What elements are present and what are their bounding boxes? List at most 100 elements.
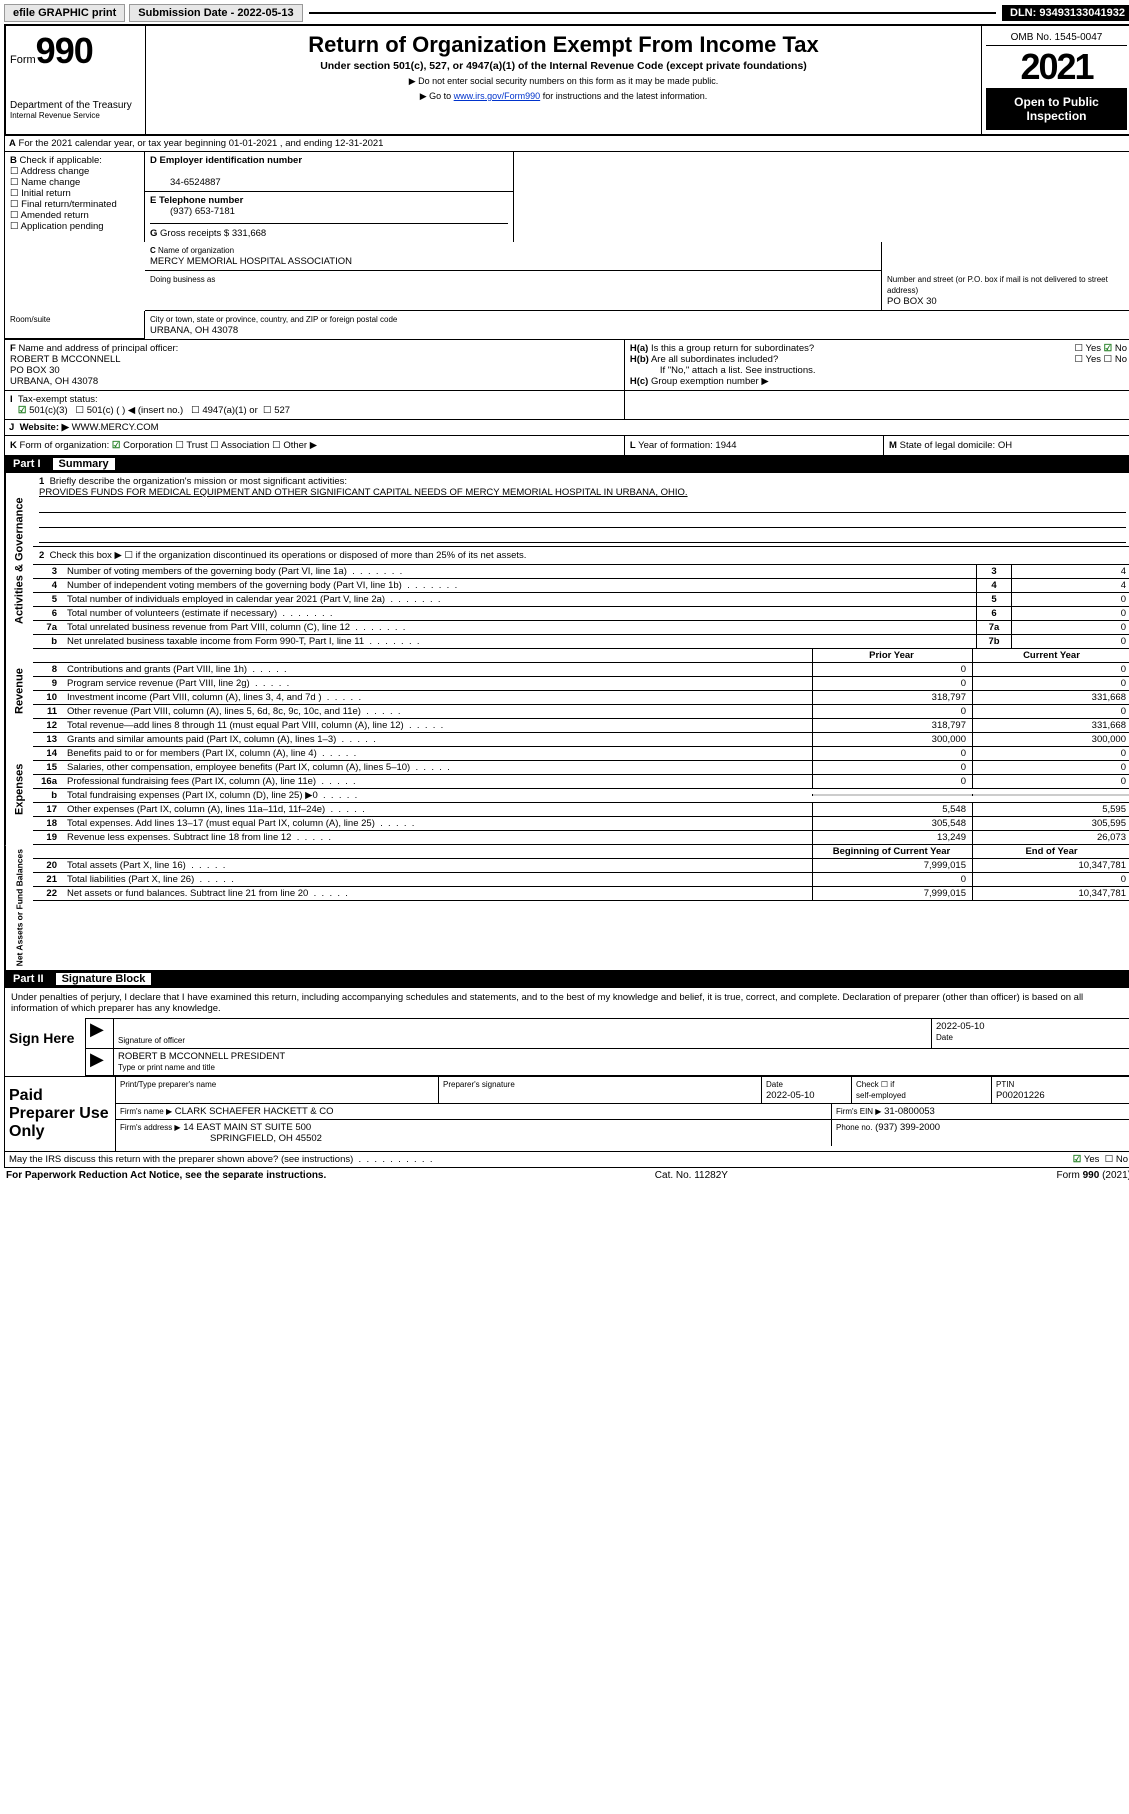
- line-a: A For the 2021 calendar year, or tax yea…: [4, 136, 1129, 152]
- efile-button[interactable]: efile GRAPHIC print: [4, 4, 125, 22]
- addr-block: Number and street (or P.O. box if mail i…: [882, 271, 1129, 311]
- row-f-h: F Name and address of principal officer:…: [4, 340, 1129, 391]
- sig-arrow-icon: ▶: [86, 1019, 114, 1048]
- data-line: 15Salaries, other compensation, employee…: [33, 761, 1129, 775]
- form-left: Form990 Department of the Treasury Inter…: [6, 26, 146, 134]
- sign-here-grid: Sign Here ▶ Signature of officer 2022-05…: [5, 1018, 1129, 1076]
- org-name: MERCY MEMORIAL HOSPITAL ASSOCIATION: [150, 256, 352, 267]
- gov-line: 4Number of independent voting members of…: [33, 579, 1129, 593]
- data-line: 14Benefits paid to or for members (Part …: [33, 747, 1129, 761]
- vtab-expenses: Expenses: [5, 733, 33, 845]
- gov-line: 5Total number of individuals employed in…: [33, 593, 1129, 607]
- year-formation: L Year of formation: 1944: [625, 436, 884, 455]
- gov-line: bNet unrelated business taxable income f…: [33, 635, 1129, 649]
- form-title: Return of Organization Exempt From Incom…: [150, 32, 977, 58]
- sig-arrow-icon: ▶: [86, 1049, 114, 1075]
- chk-app-pending[interactable]: Application pending: [10, 221, 104, 232]
- goto-line: Go to www.irs.gov/Form990 for instructio…: [150, 91, 977, 102]
- data-line: 22Net assets or fund balances. Subtract …: [33, 887, 1129, 901]
- gov-line: 7aTotal unrelated business revenue from …: [33, 621, 1129, 635]
- revenue-lines: Prior Year Current Year 8Contributions a…: [33, 649, 1129, 733]
- signature-block: Under penalties of perjury, I declare th…: [4, 988, 1129, 1077]
- data-line: 17Other expenses (Part IX, column (A), l…: [33, 803, 1129, 817]
- na-header-row: Beginning of Current Year End of Year: [33, 845, 1129, 859]
- vtab-revenue: Revenue: [5, 649, 33, 733]
- phone-value: (937) 653-7181: [150, 206, 235, 217]
- data-line: 18Total expenses. Add lines 13–17 (must …: [33, 817, 1129, 831]
- part-i-body: Activities & Governance 1 Briefly descri…: [4, 473, 1129, 971]
- paid-preparer-label: Paid Preparer Use Only: [5, 1077, 115, 1151]
- chk-address-change[interactable]: Address change: [10, 166, 89, 177]
- form-of-org: K Form of organization: Corporation Trus…: [5, 436, 625, 455]
- data-line: 11Other revenue (Part VIII, column (A), …: [33, 705, 1129, 719]
- form-title-block: Return of Organization Exempt From Incom…: [146, 26, 981, 134]
- preparer-right: Print/Type preparer's name Preparer's si…: [115, 1077, 1129, 1151]
- netasset-lines: Beginning of Current Year End of Year 20…: [33, 845, 1129, 970]
- group-return-block: H(a) Is this a group return for subordin…: [625, 340, 1129, 390]
- omb-number: OMB No. 1545-0047: [986, 30, 1127, 46]
- sign-right: ▶ Signature of officer 2022-05-10Date ▶ …: [85, 1018, 1129, 1076]
- row-i: I Tax-exempt status: 501(c)(3) 501(c) ( …: [4, 391, 1129, 420]
- discuss-yes: Yes: [1073, 1154, 1100, 1165]
- form-number: 990: [36, 30, 93, 71]
- tax-year: 2021: [986, 46, 1127, 89]
- preparer-row-1: Print/Type preparer's name Preparer's si…: [116, 1077, 1129, 1104]
- org-address: PO BOX 30: [887, 296, 937, 307]
- website[interactable]: WWW.MERCY.COM: [72, 422, 159, 433]
- ein-block: D Employer identification number 34-6524…: [145, 152, 514, 191]
- checkbox-column-b: B Check if applicable: Address change Na…: [5, 152, 145, 242]
- governance-lines: 1 Briefly describe the organization's mi…: [33, 473, 1129, 649]
- chk-initial-return[interactable]: Initial return: [10, 188, 71, 199]
- chk-501c3[interactable]: 501(c)(3): [18, 405, 68, 416]
- chk-final-return[interactable]: Final return/terminated: [10, 199, 117, 210]
- tax-status-block: I Tax-exempt status: 501(c)(3) 501(c) ( …: [5, 391, 625, 419]
- preparer-row-2: Firm's name ▶ CLARK SCHAEFER HACKETT & C…: [116, 1104, 1129, 1120]
- data-line: 9Program service revenue (Part VIII, lin…: [33, 677, 1129, 691]
- data-line: 21Total liabilities (Part X, line 26) . …: [33, 873, 1129, 887]
- inspection-badge: Open to Public Inspection: [986, 89, 1127, 130]
- officer-block: F Name and address of principal officer:…: [5, 340, 625, 390]
- perjury-declaration: Under penalties of perjury, I declare th…: [5, 988, 1129, 1018]
- officer-typed: ROBERT B MCCONNELL PRESIDENT: [118, 1051, 285, 1062]
- paid-preparer-block: Paid Preparer Use Only Print/Type prepar…: [4, 1077, 1129, 1152]
- department: Department of the Treasury: [10, 100, 141, 111]
- chk-corp[interactable]: Corporation: [112, 440, 173, 451]
- dln-label: DLN: 93493133041932: [1002, 5, 1129, 21]
- sign-here-label: Sign Here: [5, 1018, 85, 1076]
- form-word: Form: [10, 54, 36, 66]
- state-domicile: M State of legal domicile: OH: [884, 436, 1129, 455]
- city-block: City or town, state or province, country…: [145, 311, 882, 339]
- page-footer: For Paperwork Reduction Act Notice, see …: [4, 1168, 1129, 1183]
- firm-name: CLARK SCHAEFER HACKETT & CO: [175, 1106, 334, 1117]
- org-name-block: C Name of organization MERCY MEMORIAL HO…: [145, 242, 882, 271]
- mission-text: PROVIDES FUNDS FOR MEDICAL EQUIPMENT AND…: [39, 487, 688, 498]
- chk-name-change[interactable]: Name change: [10, 177, 80, 188]
- preparer-row-3: Firm's address ▶ 14 EAST MAIN ST SUITE 5…: [116, 1120, 1129, 1146]
- discuss-row: May the IRS discuss this return with the…: [4, 1152, 1129, 1168]
- org-city: URBANA, OH 43078: [150, 325, 238, 336]
- section-b-c-d: B Check if applicable: Address change Na…: [4, 152, 1129, 340]
- vtab-governance: Activities & Governance: [5, 473, 33, 649]
- vtab-netassets: Net Assets or Fund Balances: [5, 845, 33, 970]
- gross-receipts: 331,668: [232, 228, 266, 239]
- submission-date: Submission Date - 2022-05-13: [129, 4, 302, 22]
- data-line: 10Investment income (Part VIII, column (…: [33, 691, 1129, 705]
- data-line: bTotal fundraising expenses (Part IX, co…: [33, 789, 1129, 803]
- ssn-warning: Do not enter social security numbers on …: [150, 76, 977, 87]
- topbar-rule: [309, 12, 996, 14]
- phone-receipts-block: E Telephone number (937) 653-7181 G Gros…: [145, 191, 514, 242]
- part-i-header: Part I Summary: [4, 456, 1129, 473]
- data-line: 16aProfessional fundraising fees (Part I…: [33, 775, 1129, 789]
- chk-amended[interactable]: Amended return: [10, 210, 89, 221]
- form-header: Form990 Department of the Treasury Inter…: [4, 24, 1129, 136]
- dba-block: Doing business as: [145, 271, 882, 311]
- goto-link[interactable]: www.irs.gov/Form990: [454, 91, 541, 101]
- col-header-row: Prior Year Current Year: [33, 649, 1129, 663]
- ha-no: No: [1104, 343, 1127, 354]
- row-k-l-m: K Form of organization: Corporation Trus…: [4, 436, 1129, 456]
- pra-notice: For Paperwork Reduction Act Notice, see …: [6, 1170, 326, 1181]
- form-right: OMB No. 1545-0047 2021 Open to Public In…: [981, 26, 1129, 134]
- part-ii-header: Part II Signature Block: [4, 971, 1129, 988]
- data-line: 13Grants and similar amounts paid (Part …: [33, 733, 1129, 747]
- cat-no: Cat. No. 11282Y: [655, 1170, 728, 1181]
